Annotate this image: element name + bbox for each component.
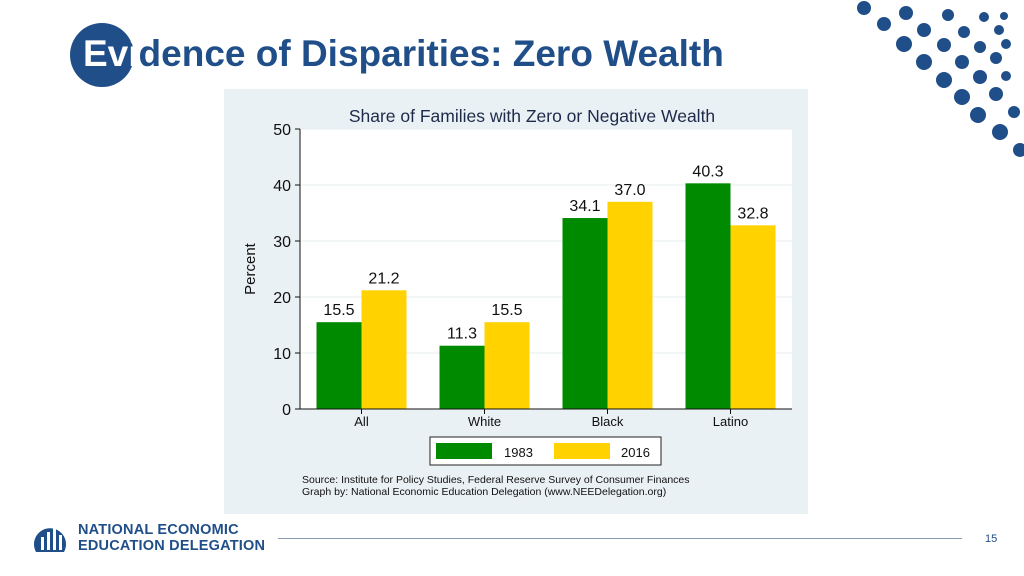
data-label: 15.5	[491, 302, 522, 319]
decorative-dot	[857, 1, 871, 15]
data-label: 37.0	[614, 182, 645, 199]
footer-divider	[278, 538, 962, 539]
legend-label-2016: 2016	[621, 445, 650, 460]
bar-chart: Share of Families with Zero or Negative …	[224, 89, 808, 514]
decorative-dot	[1000, 12, 1008, 20]
x-tick-label: All	[354, 414, 369, 429]
bars: 15.5 21.2 11.3 15.5 34.1 37.0 40.3 32.8	[316, 163, 776, 409]
y-tick-label: 10	[273, 346, 291, 363]
chart-title: Share of Families with Zero or Negative …	[349, 106, 715, 126]
x-tick-label: Black	[592, 414, 624, 429]
decorative-dot	[1013, 143, 1024, 157]
y-tick-label: 20	[273, 290, 291, 307]
bar-black-1983	[562, 218, 608, 409]
decorative-dot	[970, 107, 986, 123]
y-tick-label: 50	[273, 122, 291, 139]
bar-all-2016	[361, 290, 407, 409]
decorative-dot	[916, 54, 932, 70]
legend-swatch-2016	[554, 443, 610, 459]
bar-latino-2016	[730, 225, 776, 409]
data-label: 11.3	[447, 326, 477, 343]
decorative-dot	[1001, 39, 1011, 49]
logo-line-1: NATIONAL ECONOMIC	[78, 522, 239, 538]
decorative-dot	[958, 26, 970, 38]
decorative-dot	[1008, 106, 1020, 118]
legend-swatch-1983	[436, 443, 492, 459]
y-tick-label: 0	[282, 402, 291, 419]
decorative-dot	[973, 70, 987, 84]
bar-all-1983	[316, 322, 362, 409]
x-tick-label: Latino	[713, 414, 748, 429]
decorative-dot	[877, 17, 891, 31]
logo-line-2: EDUCATION DELEGATION	[78, 538, 266, 554]
bar-latino-1983	[685, 183, 731, 409]
x-axis-labels: All White Black Latino	[354, 409, 748, 429]
data-label: 34.1	[569, 198, 600, 215]
decorative-dot	[942, 9, 954, 21]
decorative-dot	[990, 52, 1002, 64]
y-axis-label: Percent	[242, 242, 259, 295]
decorative-dot	[899, 6, 913, 20]
logo-text: NATIONAL ECONOMIC EDUCATION DELEGATION	[78, 522, 265, 554]
decorative-dot	[992, 124, 1008, 140]
source-line-1: Source: Institute for Policy Studies, Fe…	[302, 474, 690, 486]
decorative-dot	[974, 41, 986, 53]
decorative-dot	[954, 89, 970, 105]
bar-white-1983	[439, 345, 485, 409]
title-badge-circle	[70, 23, 134, 87]
decorative-dots-pattern	[857, 1, 1024, 157]
bar-white-2016	[484, 322, 530, 409]
slide-title: Evidence of Disparities: Zero Wealth	[83, 30, 724, 78]
y-axis-ticks: 0 10 20 30 40 50	[273, 122, 300, 419]
decorative-dot	[937, 38, 951, 52]
source-line-2: Graph by: National Economic Education De…	[302, 486, 666, 498]
slide-title-lead: Evi	[83, 33, 139, 74]
decorative-dot	[955, 55, 969, 69]
decorative-dot	[989, 87, 1003, 101]
decorative-dot	[1001, 71, 1011, 81]
y-tick-label: 30	[273, 234, 291, 251]
page-number: 15	[985, 533, 998, 545]
need-logo-icon	[34, 528, 66, 552]
decorative-dot	[994, 25, 1004, 35]
decorative-dot	[936, 72, 952, 88]
x-tick-label: White	[468, 414, 501, 429]
legend-label-1983: 1983	[504, 445, 533, 460]
data-label: 40.3	[692, 163, 723, 180]
decorative-dot	[979, 12, 989, 22]
bar-black-2016	[607, 201, 653, 409]
y-tick-label: 40	[273, 178, 291, 195]
data-label: 21.2	[368, 270, 399, 287]
decorative-dot	[917, 23, 931, 37]
decorative-dot	[896, 36, 912, 52]
legend: 1983 2016	[429, 436, 662, 466]
data-label: 15.5	[323, 302, 354, 319]
data-label: 32.8	[737, 205, 768, 222]
slide-title-rest: dence of Disparities: Zero Wealth	[138, 33, 724, 74]
